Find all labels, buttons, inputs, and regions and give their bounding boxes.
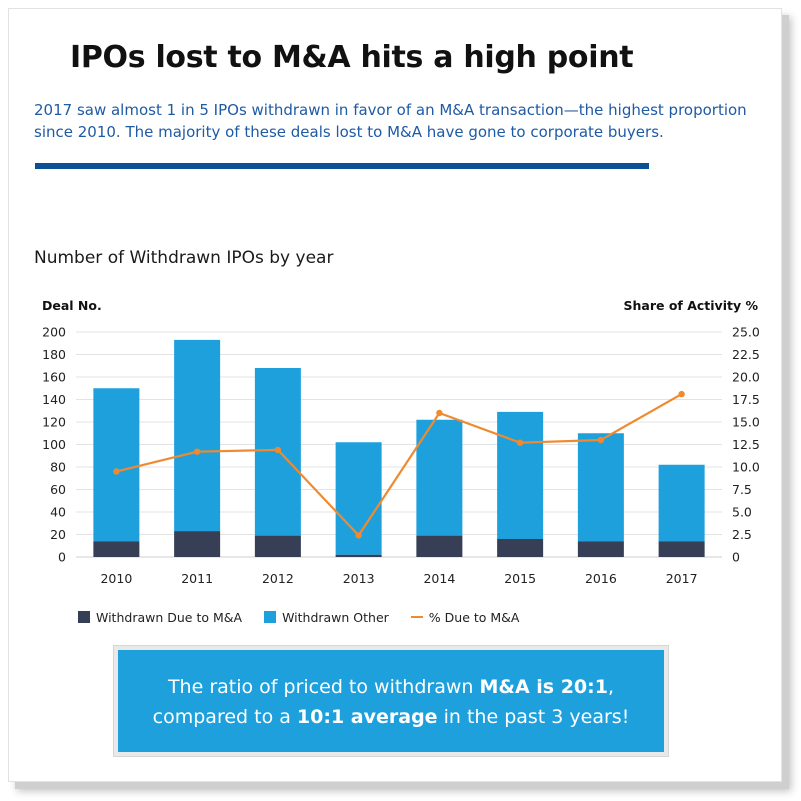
share-point	[436, 409, 443, 417]
right-tick-label: 22.5	[732, 347, 760, 362]
axis-ticks: 0 20 40 60 80 100 120 140 160 180 200 0 2.5 5.0 7.5 10.…	[42, 325, 760, 587]
chart-legend: Withdrawn Due to M&A Withdrawn Other % D…	[78, 608, 541, 626]
callout-part3: compared to a	[152, 706, 297, 728]
left-tick-label: 20	[50, 527, 66, 542]
callout-box: The ratio of priced to withdrawn M&A is …	[113, 645, 669, 757]
bar-withdrawn-ma	[93, 541, 140, 557]
share-line	[116, 393, 683, 537]
right-tick-label: 12.5	[732, 437, 760, 452]
share-point	[516, 439, 524, 446]
right-tick-label: 0	[732, 550, 740, 565]
legend-swatch-ma	[78, 611, 90, 623]
legend-item-share: % Due to M&A	[410, 609, 520, 625]
right-tick-label: 5.0	[732, 505, 752, 520]
share-point	[274, 446, 282, 454]
x-tick-label: 2016	[585, 571, 617, 586]
bar-withdrawn-other	[497, 411, 544, 539]
bar-withdrawn-ma	[577, 541, 624, 557]
right-axis-label: Share of Activity %	[624, 298, 759, 313]
legend-swatch-other	[264, 611, 277, 623]
x-tick-label: 2011	[181, 571, 213, 586]
divider-rule	[35, 163, 649, 169]
right-tick-label: 20.0	[732, 370, 760, 385]
right-tick-label: 25.0	[732, 325, 760, 340]
legend-label-ma: Withdrawn Due to M&A	[96, 609, 243, 625]
x-tick-label: 2014	[423, 571, 455, 586]
bar-withdrawn-ma	[335, 554, 382, 557]
legend-item-other: Withdrawn Other	[264, 610, 389, 625]
ma-share-line	[113, 390, 685, 539]
right-tick-label: 2.5	[732, 527, 752, 542]
bar-withdrawn-other	[658, 464, 705, 542]
left-tick-label: 0	[58, 550, 66, 565]
x-tick-label: 2017	[666, 571, 698, 586]
bar-withdrawn-ma	[254, 535, 301, 557]
x-tick-label: 2012	[262, 571, 294, 586]
gridlines	[76, 331, 722, 558]
bars	[93, 339, 705, 557]
legend-item-ma: Withdrawn Due to M&A	[78, 610, 242, 625]
x-tick-label: 2010	[100, 571, 132, 586]
callout-bold1: M&A is 20:1	[479, 676, 608, 698]
legend-label-other: Withdrawn Other	[282, 609, 389, 625]
bar-withdrawn-ma	[416, 535, 463, 557]
callout-part2: ,	[607, 676, 615, 698]
right-tick-label: 17.5	[732, 392, 760, 407]
share-point	[597, 436, 605, 444]
x-tick-label: 2013	[343, 571, 375, 586]
chart-title: Number of Withdrawn IPOs by year	[34, 248, 334, 268]
left-tick-label: 180	[42, 347, 66, 362]
bar-withdrawn-ma	[174, 531, 221, 557]
callout-bold2: 10:1 average	[296, 706, 438, 728]
share-point	[678, 390, 685, 398]
callout-part4: in the past 3 years!	[437, 706, 630, 728]
right-tick-label: 10.0	[732, 460, 760, 475]
bar-withdrawn-other	[416, 419, 463, 536]
left-tick-label: 200	[42, 325, 66, 340]
bar-withdrawn-other	[93, 388, 140, 542]
legend-label-share: % Due to M&A	[428, 609, 520, 625]
left-tick-label: 100	[42, 437, 66, 452]
bar-withdrawn-other	[174, 339, 221, 532]
share-point	[355, 532, 362, 539]
left-tick-label: 80	[50, 460, 66, 475]
bar-withdrawn-other	[577, 433, 624, 542]
right-tick-label: 7.5	[732, 482, 752, 497]
share-point	[113, 468, 120, 475]
callout-text: The ratio of priced to withdrawn M&A is …	[118, 650, 664, 752]
bar-withdrawn-ma	[497, 539, 544, 557]
x-tick-label: 2015	[504, 571, 536, 586]
left-axis-label: Deal No.	[42, 298, 102, 313]
right-tick-label: 15.0	[732, 415, 760, 430]
share-point	[193, 448, 201, 455]
left-tick-label: 60	[50, 482, 66, 497]
page-subtitle: 2017 saw almost 1 in 5 IPOs withdrawn in…	[34, 101, 747, 141]
legend-swatch-share	[410, 616, 423, 618]
page-title: IPOs lost to M&A hits a high point	[70, 40, 634, 75]
left-tick-label: 40	[50, 505, 66, 520]
callout-part1: The ratio of priced to withdrawn	[167, 676, 480, 698]
left-tick-label: 140	[42, 392, 66, 407]
left-tick-label: 160	[42, 370, 66, 385]
bar-withdrawn-ma	[658, 541, 705, 557]
left-tick-label: 120	[42, 415, 66, 430]
